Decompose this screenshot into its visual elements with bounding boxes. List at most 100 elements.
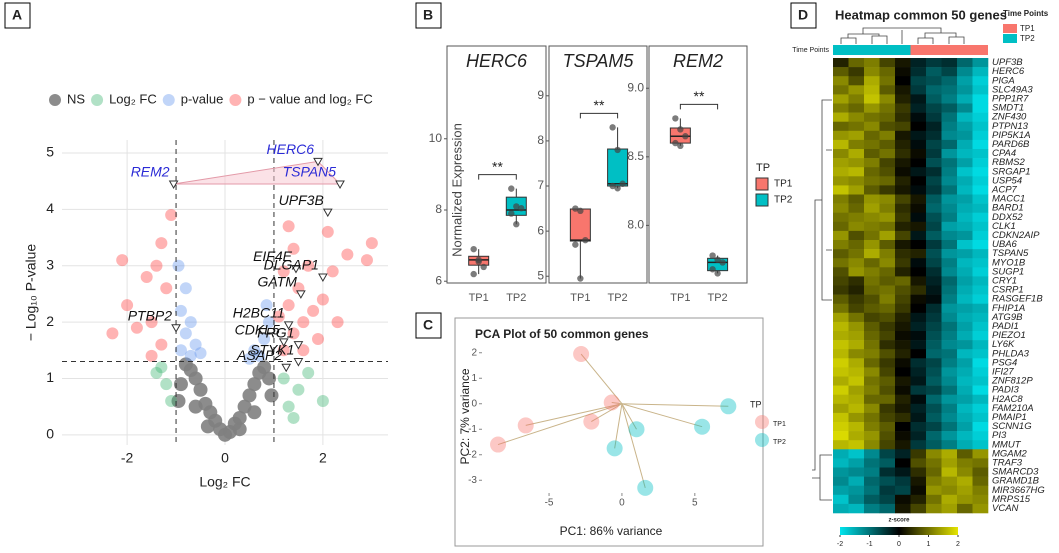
heatmap-cell: [972, 230, 989, 241]
heatmap-cell: [879, 58, 896, 68]
heatmap-cell: [957, 176, 973, 186]
legend-swatch: [1003, 24, 1017, 33]
heatmap-cell: [879, 458, 896, 468]
heatmap-cell: [957, 76, 973, 86]
heatmap-cell: [926, 494, 942, 505]
pca-frame: [454, 317, 764, 547]
heatmap-cell: [864, 494, 880, 505]
point: [263, 316, 276, 329]
colorbar-tick-label: -2: [837, 541, 843, 548]
heatmap-cell: [864, 349, 880, 359]
heatmap-cell: [879, 194, 896, 204]
heatmap-cell: [972, 467, 989, 477]
heatmap-cell: [848, 376, 865, 386]
heatmap-cell: [848, 185, 865, 195]
label-marker: [322, 208, 333, 218]
colorbar-tick-label: 2: [956, 541, 960, 548]
heatmap-cell: [879, 67, 896, 77]
significance-label: **: [594, 97, 605, 113]
data-point: [709, 252, 716, 259]
legend-label: TP2: [1020, 34, 1035, 43]
heatmap-cell: [848, 267, 865, 277]
row-label: PADI3: [992, 385, 1019, 396]
point: [106, 327, 119, 340]
heatmap-cell: [926, 440, 942, 450]
row-label: PSG4: [992, 357, 1017, 368]
row-label: PMAIP1: [992, 412, 1027, 423]
data-point: [709, 266, 716, 273]
heatmap-cell: [941, 167, 958, 177]
heatmap-cell: [848, 412, 865, 423]
heatmap-cell: [848, 249, 865, 259]
gene-label: HERC6: [267, 141, 315, 157]
heatmap-cell: [879, 485, 896, 496]
heatmap-cell: [833, 467, 849, 477]
heatmap-cell: [864, 221, 880, 232]
heatmap-cell: [879, 294, 896, 304]
data-point: [682, 133, 689, 140]
row-label: UBA6: [992, 239, 1018, 250]
pca-point: [606, 440, 623, 457]
heatmap-cell: [833, 230, 849, 241]
heatmap-cell: [926, 394, 942, 405]
panel-label: D: [798, 7, 808, 23]
heatmap-cell: [972, 240, 989, 250]
data-point: [719, 259, 726, 266]
row-label: SLC49A3: [992, 84, 1033, 95]
heatmap-cell: [833, 194, 849, 204]
heatmap-cell: [895, 358, 911, 368]
heatmap-cell: [895, 476, 911, 486]
y-tick-label: 0: [471, 398, 477, 409]
heatmap-cell: [910, 203, 927, 213]
heatmap-cell: [926, 212, 942, 223]
point: [150, 259, 163, 272]
gene-label: TSPAN5: [283, 164, 337, 180]
point: [282, 400, 295, 413]
heatmap-cell: [957, 258, 973, 268]
point: [145, 349, 158, 362]
heatmap-cell: [972, 294, 989, 304]
row-label: PTPN13: [992, 121, 1029, 132]
heatmap-cell: [848, 331, 865, 341]
heatmap-cell: [926, 385, 942, 395]
chart-title: Heatmap common 50 genes: [835, 7, 1007, 22]
heatmap-cell: [941, 212, 958, 223]
heatmap-cell: [910, 221, 927, 232]
heatmap-cell: [910, 449, 927, 459]
heatmap-cell: [972, 103, 989, 113]
heatmap-cell: [833, 458, 849, 468]
heatmap-cell: [848, 167, 865, 177]
point: [341, 248, 354, 261]
heatmap-cell: [895, 167, 911, 177]
heatmap-cell: [957, 230, 973, 241]
gene-label: UPF3B: [279, 192, 324, 208]
heatmap-cell: [972, 367, 989, 377]
legend-swatch: [755, 433, 769, 447]
data-point: [619, 180, 626, 187]
colorbar-tick-label: 1: [927, 541, 931, 548]
point: [155, 237, 168, 250]
loading-line: [525, 403, 623, 426]
row-label: LY6K: [992, 339, 1015, 350]
heatmap-cell: [957, 85, 973, 95]
heatmap-cell: [910, 158, 927, 168]
heatmap-cell: [957, 167, 973, 177]
heatmap-cell: [879, 358, 896, 368]
column-annotation: [895, 45, 911, 55]
heatmap-cell: [972, 403, 989, 414]
heatmap-cell: [926, 85, 942, 95]
heatmap-cell: [848, 121, 865, 132]
legend-title: TP: [756, 162, 770, 174]
heatmap-cell: [895, 112, 911, 122]
label-marker: [291, 265, 301, 274]
row-label: SMARCD3: [992, 467, 1039, 478]
data-point: [714, 256, 721, 263]
heatmap-cell: [972, 494, 989, 505]
box-panel-frame: [446, 45, 547, 284]
panel-label-box: [790, 2, 817, 29]
heatmap-cell: [848, 112, 865, 122]
heatmap-cell: [864, 440, 880, 450]
label-marker: [283, 321, 294, 330]
heatmap-cell: [972, 185, 989, 195]
heatmap-cell: [895, 312, 911, 323]
